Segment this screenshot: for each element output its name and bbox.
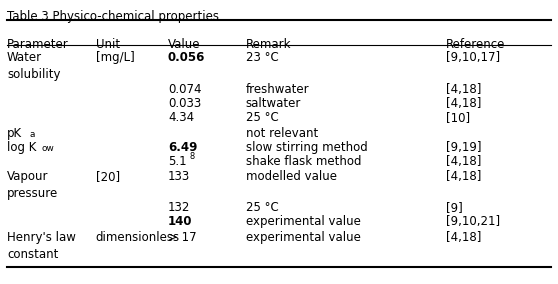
Text: Vapour
pressure: Vapour pressure bbox=[7, 170, 58, 200]
Text: 25 °C: 25 °C bbox=[246, 201, 278, 214]
Text: Henry's law
constant: Henry's law constant bbox=[7, 231, 76, 261]
Text: 0.033: 0.033 bbox=[168, 97, 201, 110]
Text: 132: 132 bbox=[168, 201, 190, 214]
Text: Remark: Remark bbox=[246, 38, 291, 51]
Text: [4,18]: [4,18] bbox=[446, 231, 481, 244]
Text: shake flask method: shake flask method bbox=[246, 155, 361, 168]
Text: slow stirring method: slow stirring method bbox=[246, 141, 367, 154]
Text: [4,18]: [4,18] bbox=[446, 155, 481, 168]
Text: 133: 133 bbox=[168, 170, 190, 183]
Text: Water
solubility: Water solubility bbox=[7, 51, 60, 81]
Text: 8: 8 bbox=[189, 152, 194, 161]
Text: Value: Value bbox=[168, 38, 200, 51]
Text: [10]: [10] bbox=[446, 111, 470, 124]
Text: 23 °C: 23 °C bbox=[246, 51, 278, 64]
Text: experimental value: experimental value bbox=[246, 231, 360, 244]
Text: modelled value: modelled value bbox=[246, 170, 336, 183]
Text: 6.49: 6.49 bbox=[168, 141, 198, 154]
Text: Table 3 Physico-chemical properties: Table 3 Physico-chemical properties bbox=[7, 10, 219, 23]
Text: [mg/L]: [mg/L] bbox=[96, 51, 134, 64]
Text: [9]: [9] bbox=[446, 201, 463, 214]
Text: not relevant: not relevant bbox=[246, 127, 318, 139]
Text: 140: 140 bbox=[168, 215, 193, 228]
Text: [9,10,21]: [9,10,21] bbox=[446, 215, 500, 228]
Text: Reference: Reference bbox=[446, 38, 505, 51]
Text: a: a bbox=[29, 130, 35, 139]
Text: pK: pK bbox=[7, 127, 22, 139]
Text: [9,10,17]: [9,10,17] bbox=[446, 51, 500, 64]
Text: 5.1: 5.1 bbox=[168, 155, 186, 168]
Text: 0.074: 0.074 bbox=[168, 83, 201, 96]
Text: log K: log K bbox=[7, 141, 36, 154]
Text: [4,18]: [4,18] bbox=[446, 97, 481, 110]
Text: 4.34: 4.34 bbox=[168, 111, 194, 124]
Text: experimental value: experimental value bbox=[246, 215, 360, 228]
Text: [20]: [20] bbox=[96, 170, 120, 183]
Text: dimensionless: dimensionless bbox=[96, 231, 180, 244]
Text: [4,18]: [4,18] bbox=[446, 83, 481, 96]
Text: ow: ow bbox=[41, 144, 54, 153]
Text: 25 °C: 25 °C bbox=[246, 111, 278, 124]
Text: [9,19]: [9,19] bbox=[446, 141, 481, 154]
Text: 0.056: 0.056 bbox=[168, 51, 205, 64]
Text: Parameter: Parameter bbox=[7, 38, 69, 51]
Text: > 17: > 17 bbox=[168, 231, 196, 244]
Text: freshwater: freshwater bbox=[246, 83, 309, 96]
Text: Unit: Unit bbox=[96, 38, 120, 51]
Text: saltwater: saltwater bbox=[246, 97, 301, 110]
Text: [4,18]: [4,18] bbox=[446, 170, 481, 183]
